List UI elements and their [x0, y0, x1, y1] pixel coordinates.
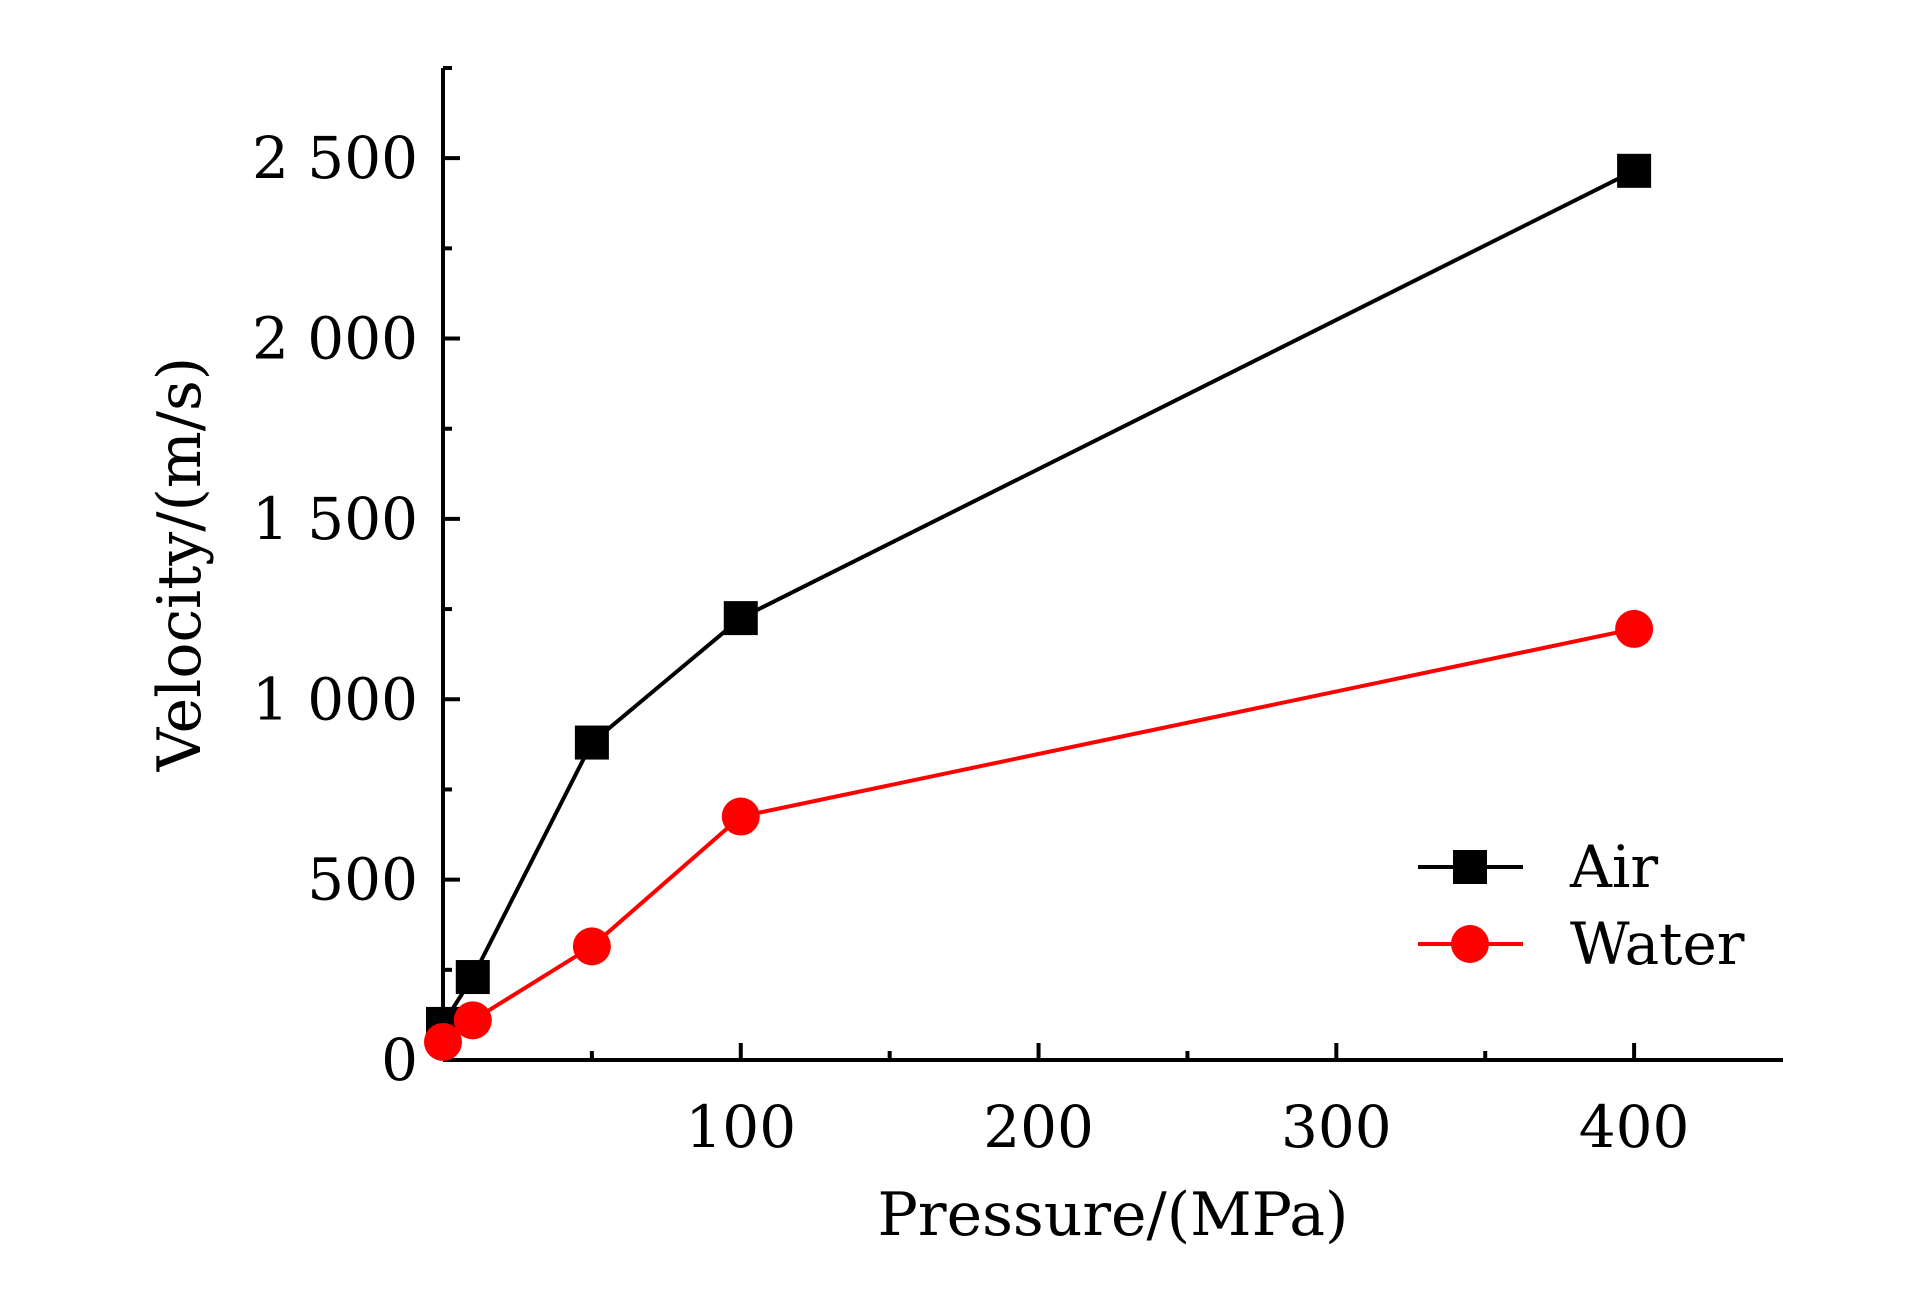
- tick-labels: 100 200 300 400 0 500 1 000 1 500 2 000 2 500: [252, 124, 1690, 1161]
- data-point-square: [574, 725, 609, 760]
- data-point-circle: [721, 797, 760, 836]
- x-tick-label: 300: [1281, 1093, 1392, 1161]
- y-tick-label: 500: [307, 846, 418, 914]
- legend-label: Air: [1569, 833, 1658, 901]
- y-tick-label: 0: [381, 1026, 418, 1094]
- legend-item-air: Air: [1418, 833, 1658, 901]
- data-point-square: [723, 601, 758, 636]
- y-tick-label: 1 000: [252, 665, 418, 733]
- data-point-square: [455, 960, 490, 995]
- ticks: [443, 66, 1637, 1062]
- y-axis-title: Velocity/(m/s): [145, 357, 215, 772]
- series-air: [426, 153, 1652, 1041]
- data-point-circle: [1615, 609, 1654, 648]
- legend-marker-circle: [1451, 925, 1489, 963]
- axes: [441, 68, 1783, 1062]
- series-water: [424, 609, 1654, 1061]
- x-axis-title: Pressure/(MPa): [878, 1180, 1349, 1250]
- x-tick-label: 400: [1579, 1093, 1690, 1161]
- data-point-circle: [572, 927, 611, 966]
- data-point-square: [1617, 153, 1652, 188]
- legend: Air Water: [1418, 833, 1745, 978]
- x-tick-label: 200: [983, 1093, 1094, 1161]
- y-tick-label: 2 500: [252, 124, 418, 192]
- x-tick-label: 100: [685, 1093, 796, 1161]
- data-point-circle: [453, 1001, 492, 1040]
- series-layer: [424, 153, 1654, 1061]
- legend-marker-square: [1453, 850, 1487, 884]
- legend-label: Water: [1570, 910, 1745, 978]
- data-point-circle: [424, 1022, 462, 1061]
- series-line-water: [441, 626, 1635, 1044]
- legend-item-water: Water: [1418, 910, 1745, 978]
- y-tick-label: 2 000: [252, 305, 418, 373]
- y-tick-label: 1 500: [252, 485, 418, 553]
- series-line-air: [441, 169, 1635, 1025]
